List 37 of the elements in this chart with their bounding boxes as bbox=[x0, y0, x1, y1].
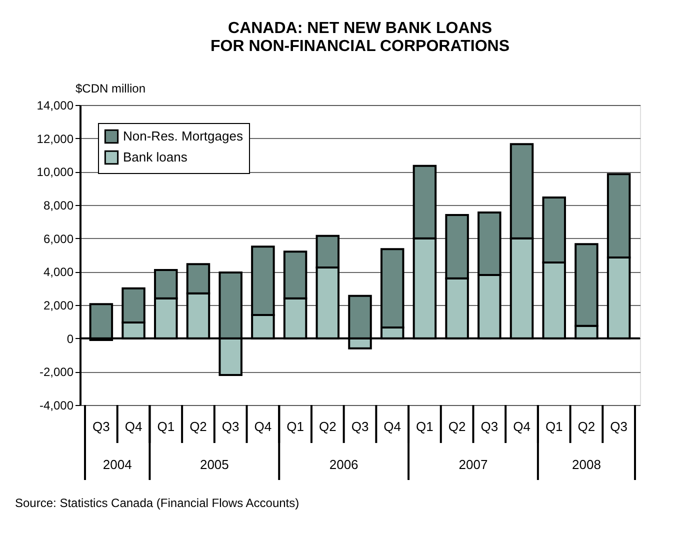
legend-label: Bank loans bbox=[123, 150, 188, 164]
y-tick-label: 6,000 bbox=[43, 232, 74, 246]
text: 2006 bbox=[329, 457, 358, 472]
x-tick-label: Q3 bbox=[222, 419, 240, 434]
x-tick-label: Q3 bbox=[351, 419, 369, 434]
x-tick-label: Q3 bbox=[610, 419, 628, 434]
y-tick-label: 8,000 bbox=[43, 198, 74, 212]
x-tick-label: Q2 bbox=[448, 419, 466, 434]
x-tick-label: Q4 bbox=[513, 419, 530, 434]
x-tick-label: Q2 bbox=[578, 419, 596, 434]
x-tick-label: Q1 bbox=[416, 419, 434, 434]
chart-title: CANADA: NET NEW BANK LOANS FOR NON-FINANCIAL CORPORATIONS bbox=[210, 20, 510, 55]
x-tick-label: Q4 bbox=[384, 419, 402, 434]
y-tick-label: 0 bbox=[66, 332, 74, 346]
x-tick-label: Q1 bbox=[545, 419, 563, 434]
y-tick-label: 12,000 bbox=[36, 132, 74, 146]
x-tick-label: Q2 bbox=[318, 419, 336, 434]
y-tick-label: 14,000 bbox=[36, 98, 74, 112]
legend-label: Non-Res. Mortgages bbox=[123, 128, 244, 144]
x-tick-label: Q2 bbox=[190, 419, 207, 434]
source-note: Source: Statistics Canada (Financial Flows Accounts) bbox=[15, 496, 300, 510]
x-tick-label: Q1 bbox=[157, 419, 175, 434]
y-tick-label: 2,000 bbox=[43, 298, 74, 312]
y-tick-label: 4,000 bbox=[43, 265, 74, 280]
y-tick-label: -2,000 bbox=[39, 365, 74, 380]
x-tick-label: Q4 bbox=[254, 419, 272, 434]
text: 2007 bbox=[458, 457, 488, 472]
text: 2004 bbox=[102, 457, 132, 472]
text: 2008 bbox=[572, 457, 601, 472]
x-tick-label: Q3 bbox=[480, 419, 498, 434]
x-tick-label: Q4 bbox=[124, 419, 142, 434]
y-tick-label: 10,000 bbox=[36, 165, 74, 180]
y-axis-title: $CDN million bbox=[76, 82, 146, 96]
x-tick-label: Q1 bbox=[286, 419, 304, 434]
x-tick-label: Q3 bbox=[92, 419, 110, 434]
text: 2005 bbox=[200, 457, 229, 472]
y-tick-label: -4,000 bbox=[39, 398, 74, 412]
